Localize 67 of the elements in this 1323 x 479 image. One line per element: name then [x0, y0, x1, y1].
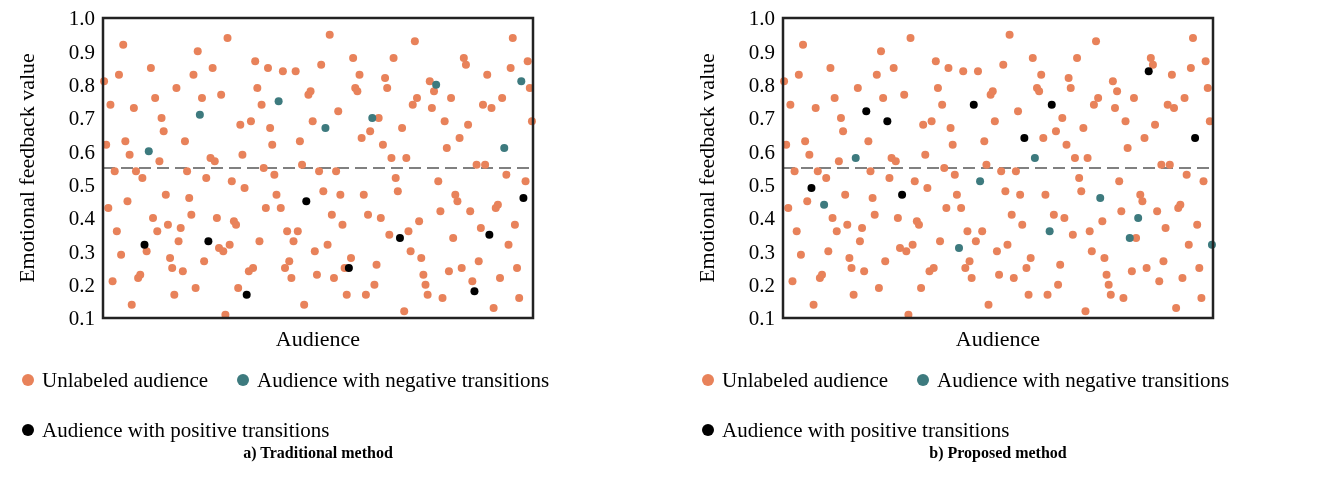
point — [976, 177, 985, 186]
point — [368, 114, 377, 122]
point — [1144, 67, 1153, 76]
y-tick-label: 0.8 — [68, 73, 95, 98]
y-tick-label: 0.2 — [68, 273, 95, 298]
point — [883, 117, 892, 126]
point — [302, 197, 311, 206]
text: b) Proposed method — [929, 444, 1067, 462]
point — [1045, 227, 1054, 236]
point — [242, 290, 251, 299]
y-tick-label: 0.7 — [748, 106, 775, 131]
x-axis-title: Audience — [955, 326, 1041, 351]
y-tick-label: 1.0 — [748, 6, 775, 31]
y-tick-label: 0.4 — [68, 206, 96, 231]
point — [1020, 134, 1029, 142]
text: a) Traditional method — [243, 444, 393, 462]
point — [1191, 134, 1200, 142]
y-tick-label: 0.1 — [68, 306, 95, 331]
legend-label: Audience with positive transitions — [42, 418, 330, 443]
point — [195, 110, 204, 119]
y-tick-label: 0.2 — [748, 273, 775, 298]
y-tick-label: 0.9 — [68, 39, 95, 64]
y-tick-label: 0.8 — [748, 73, 775, 98]
y-axis-title: Emotional feedback value — [694, 53, 719, 283]
point — [485, 230, 494, 239]
y-tick-label: 0.7 — [68, 106, 95, 131]
x-axis-title: Audience — [275, 326, 361, 351]
point — [969, 100, 978, 109]
point — [1047, 100, 1056, 109]
point — [519, 194, 528, 202]
point — [140, 240, 149, 249]
point — [344, 264, 353, 272]
point — [1125, 234, 1134, 242]
point — [144, 147, 153, 156]
y-tick-label: 0.5 — [68, 173, 95, 198]
point — [500, 144, 509, 152]
point — [1134, 214, 1143, 222]
point — [395, 234, 404, 242]
y-tick-label: 0.3 — [748, 239, 775, 264]
legend-label: Unlabeled audience — [722, 368, 889, 393]
point — [851, 154, 860, 162]
y-tick-label: 0.6 — [68, 139, 95, 164]
y-tick-label: 0.6 — [748, 139, 775, 164]
point — [1096, 194, 1105, 202]
y-tick-label: 0.9 — [748, 39, 775, 64]
point — [274, 97, 283, 106]
y-tick-label: 0.3 — [68, 239, 95, 264]
point — [432, 80, 441, 89]
y-tick-label: 0.5 — [748, 173, 775, 198]
legend-label: Audience with negative transitions — [937, 368, 1230, 393]
y-tick-label: 0.1 — [748, 306, 775, 331]
point — [807, 184, 816, 192]
y-axis-title: Emotional feedback value — [14, 53, 39, 283]
legend-label: Audience with positive transitions — [722, 418, 1010, 443]
point — [862, 107, 871, 116]
point — [1030, 154, 1039, 162]
legend-label: Unlabeled audience — [42, 368, 209, 393]
y-tick-label: 1.0 — [68, 6, 95, 31]
point — [955, 244, 964, 252]
point — [517, 77, 526, 86]
y-tick-label: 0.4 — [748, 206, 776, 231]
point — [820, 200, 829, 209]
legend-label: Audience with negative transitions — [257, 368, 550, 393]
point — [321, 124, 330, 132]
point — [204, 237, 213, 246]
point — [898, 190, 907, 199]
point — [470, 287, 479, 296]
